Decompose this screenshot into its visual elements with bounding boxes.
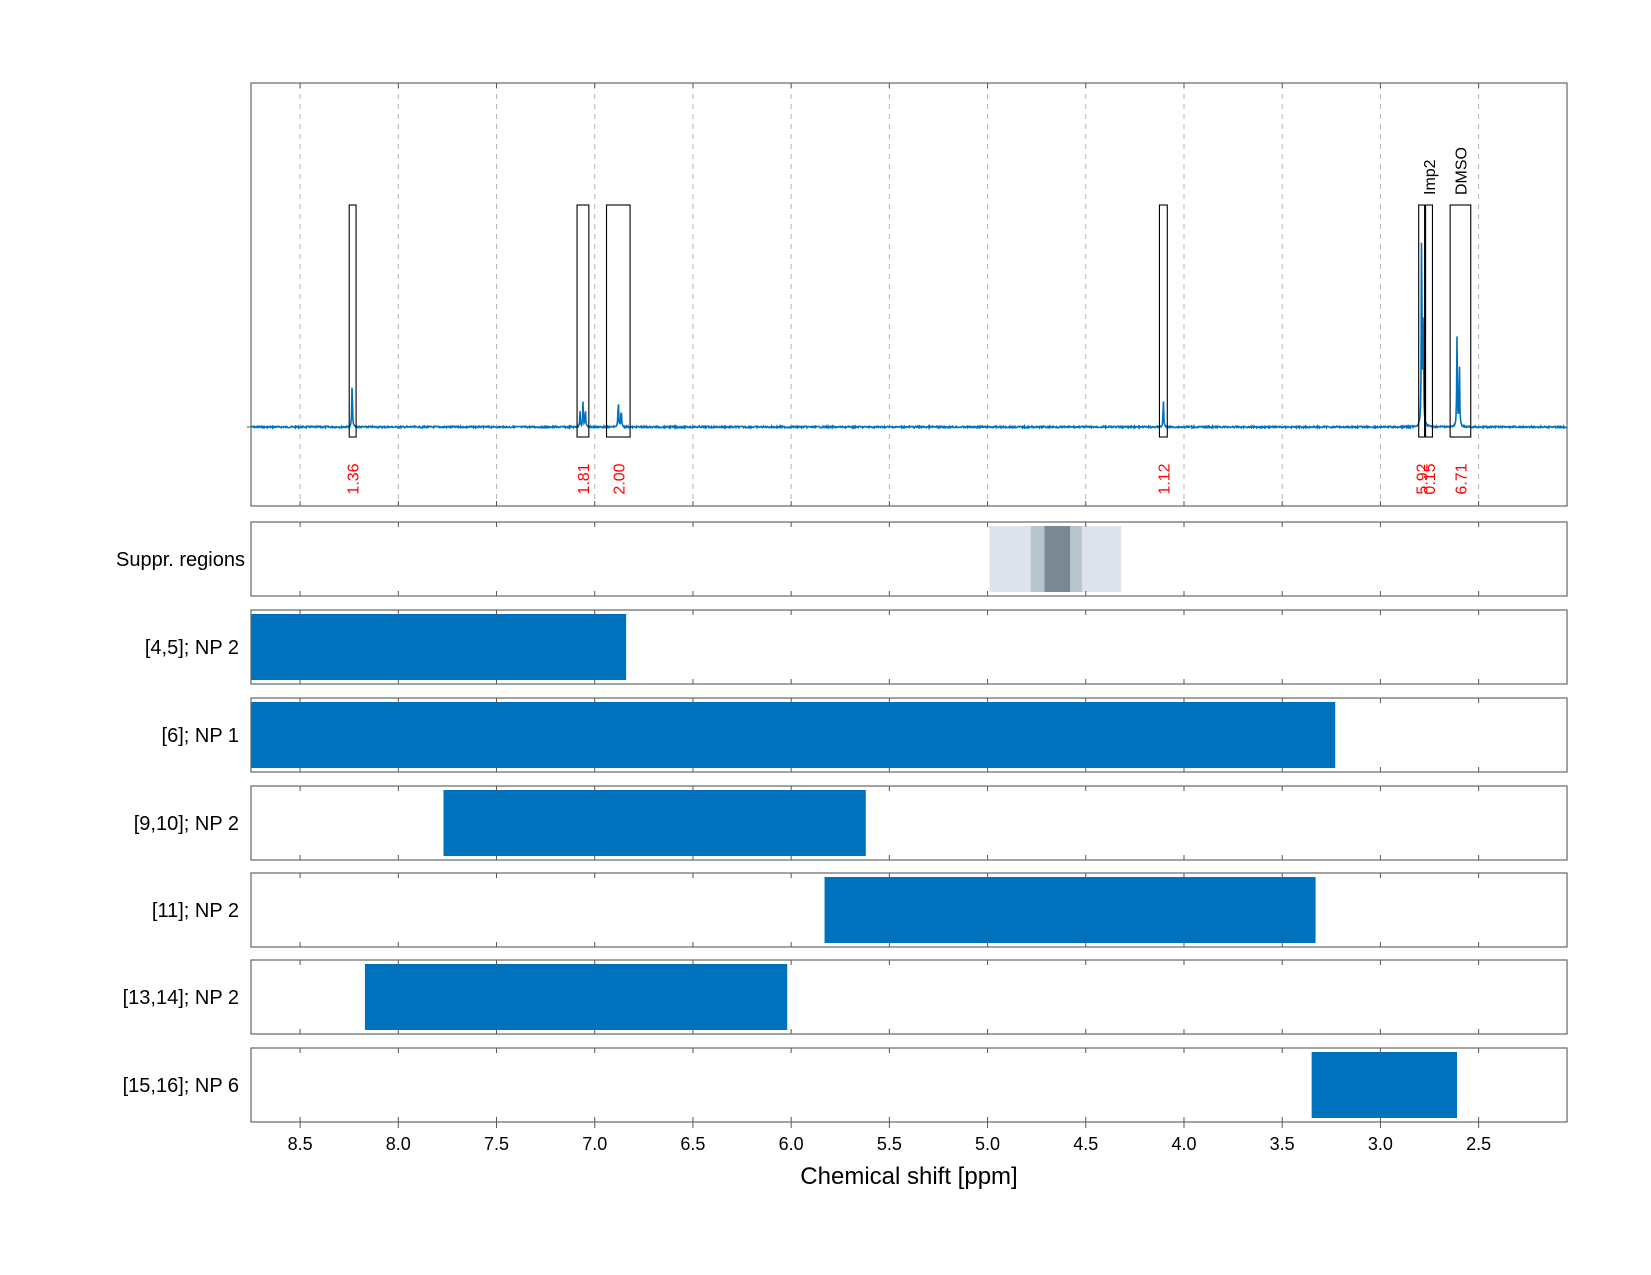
x-tick-label: 5.5 (877, 1134, 902, 1154)
x-tick-label: 8.0 (386, 1134, 411, 1154)
region-name-label: DMSO (1453, 147, 1470, 195)
integration-box (605, 204, 631, 438)
integration-box (576, 204, 590, 438)
range-bar-panel: [9,10]; NP 2 (134, 785, 1568, 861)
x-tick-label: 7.0 (582, 1134, 607, 1154)
integration-box (1158, 204, 1168, 438)
range-bar-label: [11]; NP 2 (152, 900, 239, 922)
range-bar (251, 702, 1336, 768)
x-tick-label: 5.0 (975, 1134, 1000, 1154)
range-bar (824, 877, 1316, 943)
range-bar-label: [13,14]; NP 2 (123, 987, 239, 1009)
range-bar-panels: [4,5]; NP 2 [6]; NP 1 [9,10]; NP 2 [11]; NP… (123, 609, 1568, 1123)
integration-box (1425, 204, 1434, 438)
range-bar-frame (250, 609, 1568, 685)
spectrum-panel: 1.36 1.81 2.00 1.12 5.920.15 Imp2 6.71 DMSO (247, 82, 1568, 507)
x-tick-label: 4.0 (1171, 1134, 1196, 1154)
spectrum-frame (250, 82, 1568, 507)
range-bar-label: [6]; NP 1 (162, 725, 239, 747)
x-tick-label: 8.5 (288, 1134, 313, 1154)
integral-label: 2.00 (611, 463, 628, 494)
panel-label: Suppr. regions (116, 549, 245, 571)
suppressed-frame (250, 521, 1568, 597)
integral-label: 6.71 (1453, 463, 1470, 494)
x-tick-label: 6.0 (779, 1134, 804, 1154)
x-tick-label: 6.5 (680, 1134, 705, 1154)
range-bar-frame (250, 872, 1568, 948)
range-bar-frame (250, 697, 1568, 773)
suppressed-regions-panel: Suppr. regions (116, 521, 1568, 597)
integral-label: 1.81 (576, 463, 593, 494)
x-tick-label: 4.5 (1073, 1134, 1098, 1154)
range-bar-frame (250, 1047, 1568, 1123)
integral-label: 1.12 (1156, 463, 1173, 494)
x-axis-label: Chemical shift [ppm] (800, 1163, 1017, 1190)
range-bar-panel: [15,16]; NP 6 (123, 1047, 1568, 1123)
range-bar-panel: [13,14]; NP 2 (123, 959, 1568, 1035)
range-bar (251, 614, 627, 680)
spectrum-trace (250, 242, 1568, 431)
range-bar-panel: [4,5]; NP 2 (145, 609, 1568, 685)
range-bar-label: [4,5]; NP 2 (145, 637, 239, 659)
integral-label: 5.92 (1415, 463, 1432, 494)
range-bar-label: [15,16]; NP 6 (123, 1075, 239, 1097)
x-tick-label: 2.5 (1466, 1134, 1491, 1154)
integral-label: 0.15 (1422, 463, 1439, 494)
range-bar-panel: [11]; NP 2 (152, 872, 1568, 948)
region-name-label: Imp2 (1422, 159, 1439, 195)
x-axis: 8.5 8.0 7.5 7.0 6.5 6.0 5.5 5.0 4.5 4.0 3.5 3.0 2.5 (288, 1122, 1491, 1154)
x-tick-label: 3.0 (1368, 1134, 1393, 1154)
suppressed-band (1044, 526, 1071, 592)
integration-box (1418, 204, 1426, 438)
x-tick-label: 3.5 (1270, 1134, 1295, 1154)
integral-label: 1.36 (346, 463, 363, 494)
range-bar-frame (250, 785, 1568, 861)
range-bar (1311, 1052, 1458, 1118)
integration-box (348, 204, 357, 438)
x-tick-label: 7.5 (484, 1134, 509, 1154)
range-bar (364, 964, 788, 1030)
integration-box (1449, 204, 1472, 438)
range-bar-frame (250, 959, 1568, 1035)
range-bar (443, 790, 866, 856)
range-bar-panel: [6]; NP 1 (162, 697, 1568, 773)
range-bar-label: [9,10]; NP 2 (134, 813, 239, 835)
